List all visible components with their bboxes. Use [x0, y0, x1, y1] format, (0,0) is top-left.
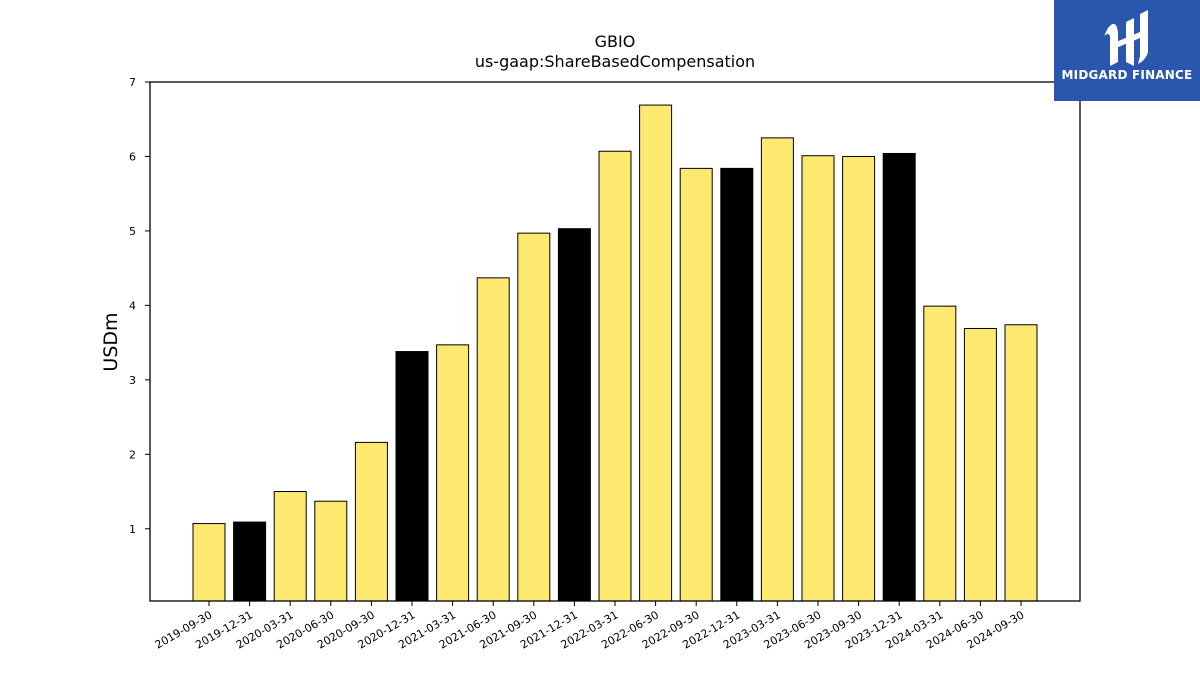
bar — [395, 351, 429, 602]
y-tick-label: 3 — [129, 374, 136, 387]
bar — [801, 155, 835, 602]
y-tick-label: 4 — [129, 299, 136, 312]
y-tick-label: 2 — [129, 448, 136, 461]
logo-text: MIDGARD FINANCE — [1061, 68, 1193, 82]
y-axis-label: USDm — [100, 312, 122, 371]
y-tick-label: 6 — [129, 150, 136, 163]
bar — [233, 521, 267, 602]
bar — [192, 523, 226, 602]
midgard-logo-icon — [1104, 10, 1148, 66]
bar — [923, 305, 957, 602]
bar — [882, 152, 916, 602]
y-tick-label: 5 — [129, 225, 136, 238]
bar — [720, 167, 754, 602]
bar — [639, 104, 673, 602]
bar — [354, 441, 388, 602]
bar — [679, 167, 713, 602]
bar — [842, 155, 876, 602]
y-tick-label: 7 — [129, 76, 136, 89]
chart-subtitle: us-gaap:ShareBasedCompensation — [474, 52, 756, 71]
bar — [1004, 324, 1038, 602]
bar — [517, 232, 551, 602]
midgard-logo: MIDGARD FINANCE — [1054, 0, 1200, 101]
bar — [273, 491, 307, 602]
bar — [476, 277, 510, 602]
y-tick-label: 1 — [129, 523, 136, 536]
bar — [436, 344, 470, 602]
bar — [760, 137, 794, 602]
bar — [314, 500, 348, 602]
chart-title: GBIO — [594, 32, 636, 51]
bar — [963, 327, 997, 602]
bar — [598, 150, 632, 602]
bar — [557, 228, 591, 602]
